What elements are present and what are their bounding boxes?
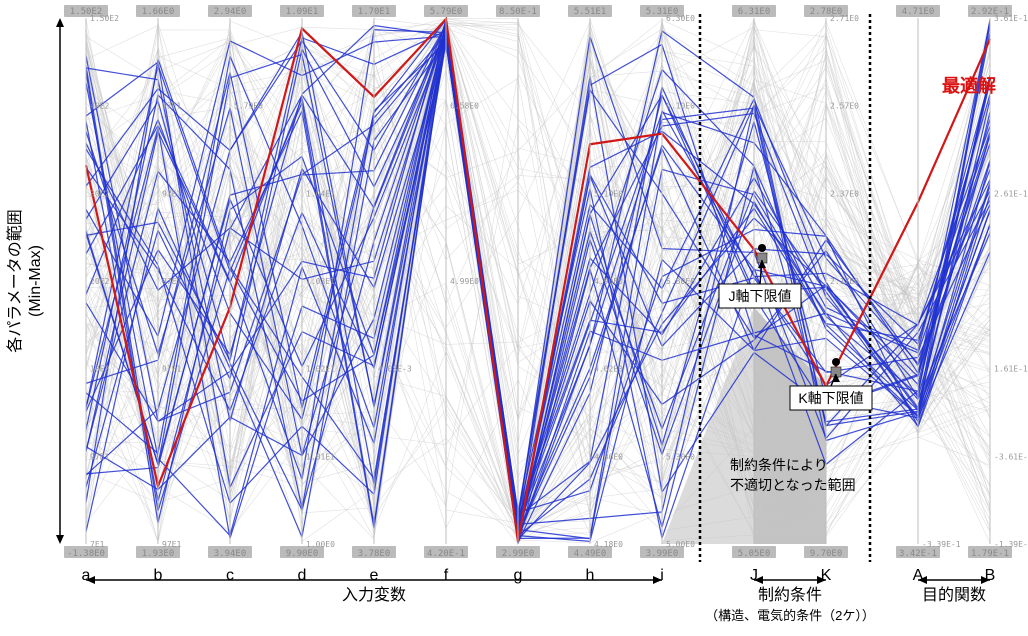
axis-tick-label: -3.61E-1 bbox=[994, 452, 1028, 461]
axis-letter-d: d bbox=[298, 567, 307, 584]
axis-bot-label: 4.20E-1 bbox=[427, 549, 465, 559]
axis-tick-label: 1.01E1 bbox=[306, 452, 335, 461]
axis-tick-label: 4.62E0 bbox=[594, 365, 623, 374]
axis-tick-label: 2.71E0 bbox=[830, 14, 859, 23]
axis-tick-label: 97E1 bbox=[162, 277, 181, 286]
axis-tick-label: 5.79E0 bbox=[234, 102, 263, 111]
group-sublabel: （構造、電気的条件（2ケ）） bbox=[705, 608, 875, 623]
axis-bot-label: 3.99E0 bbox=[646, 549, 679, 559]
axis-top-label: 8.50E-1 bbox=[499, 7, 537, 17]
axis-tick-label: 97E1 bbox=[162, 102, 181, 111]
axis-tick-label: 2.57E0 bbox=[830, 102, 859, 111]
axis-tick-label: 4.18E0 bbox=[594, 540, 623, 549]
constraint-note: 制約条件により bbox=[730, 457, 828, 473]
axis-tick-label: 2.17E0 bbox=[830, 277, 859, 286]
axis-top-label: 1.09E1 bbox=[286, 7, 319, 17]
axis-tick-label: 4.36E0 bbox=[594, 452, 623, 461]
axis-bot-label: 5.05E0 bbox=[738, 549, 771, 559]
axis-bot-label: 1.79E-1 bbox=[971, 549, 1009, 559]
axis-bot-label: 1.93E0 bbox=[142, 549, 175, 559]
axis-bot-label: 2.99E0 bbox=[502, 549, 535, 559]
axis-tick-label: 6.58E0 bbox=[450, 102, 479, 111]
axis-letter-f: f bbox=[444, 567, 449, 584]
axis-tick-label: 6.30E0 bbox=[666, 14, 695, 23]
axis-tick-label: -3.39E-1 bbox=[922, 540, 961, 549]
axis-letter-h: h bbox=[586, 567, 595, 584]
axis-tick-label: 1.02E1 bbox=[306, 365, 335, 374]
axis-top-label: 1.70E1 bbox=[358, 7, 391, 17]
axis-letter-i: i bbox=[660, 567, 664, 584]
axis-tick-label: 7E1 bbox=[90, 540, 105, 549]
axis-tick-label: 1.04E1 bbox=[306, 189, 335, 198]
parallel-coordinates-chart: 1.50E2-1.38E01.50E240E230E220E210E297E17… bbox=[0, 0, 1028, 636]
group-label: 目的関数 bbox=[922, 586, 986, 604]
callout-text: K軸下限値 bbox=[798, 390, 863, 406]
y-axis-label: 各パラメータの範囲 bbox=[6, 209, 24, 353]
axis-tick-label: 30E2 bbox=[90, 189, 109, 198]
axis-tick-label: -1.39E-1 bbox=[994, 540, 1028, 549]
axis-letter-a: a bbox=[82, 567, 91, 584]
axis-bot-label: 9.70E0 bbox=[810, 549, 843, 559]
axis-tick-label: 1.00E0 bbox=[306, 540, 335, 549]
optimal-label: 最適解 bbox=[942, 75, 996, 96]
axis-top-label: 1.66E0 bbox=[142, 7, 175, 17]
axis-tick-label: 97E1 bbox=[162, 189, 181, 198]
axis-tick-label: 1.03E1 bbox=[306, 277, 335, 286]
group-label: 制約条件 bbox=[758, 586, 822, 604]
axis-tick-label: 5.80E0 bbox=[666, 277, 695, 286]
axis-tick-label: 4.99E0 bbox=[450, 277, 479, 286]
axis-tick-label: 40E2 bbox=[90, 102, 109, 111]
axis-tick-label: 4.08E-3 bbox=[378, 365, 412, 374]
group-label: 入力変数 bbox=[342, 586, 406, 604]
y-axis-label: (Min-Max) bbox=[27, 245, 44, 317]
axis-top-label: 4.71E0 bbox=[902, 7, 935, 17]
axis-tick-label: 3.61E-1 bbox=[994, 14, 1028, 23]
axis-tick-label: 10E2 bbox=[90, 365, 109, 374]
axis-tick-label: 2.37E0 bbox=[830, 189, 859, 198]
callout-text: J軸下限値 bbox=[729, 288, 792, 304]
axis-tick-label: 97E1 bbox=[90, 452, 109, 461]
axis-tick-label: 5.30E0 bbox=[666, 452, 695, 461]
axis-bot-label: 3.78E0 bbox=[358, 549, 391, 559]
axis-letter-J: J bbox=[750, 567, 758, 584]
axis-bot-label: -1.38E0 bbox=[67, 549, 105, 559]
axis-tick-label: 20E2 bbox=[90, 277, 109, 286]
axis-bot-label: 4.49E0 bbox=[574, 549, 607, 559]
arrowhead-down bbox=[56, 535, 64, 544]
axis-letter-e: e bbox=[370, 567, 379, 584]
axis-top-label: 5.51E1 bbox=[574, 7, 607, 17]
axis-tick-label: 1.50E2 bbox=[90, 14, 119, 23]
axis-tick-label: 5.00E0 bbox=[666, 540, 695, 549]
axis-top-label: 2.94E0 bbox=[214, 7, 247, 17]
marker-dot bbox=[758, 244, 766, 252]
axis-tick-label: 97E1 bbox=[162, 365, 181, 374]
axis-bot-label: 9.90E0 bbox=[286, 549, 319, 559]
axis-top-label: 6.31E0 bbox=[738, 7, 771, 17]
axis-letter-b: b bbox=[154, 567, 163, 584]
axis-letter-c: c bbox=[226, 567, 234, 584]
axis-tick-label: 2.61E-1 bbox=[994, 189, 1028, 198]
axis-tick-label: 1.61E-1 bbox=[994, 365, 1028, 374]
axis-tick-label: 97E1 bbox=[162, 540, 181, 549]
axis-tick-label: 5.10E0 bbox=[594, 189, 623, 198]
axis-top-label: 5.79E0 bbox=[430, 7, 463, 17]
constraint-note: 不適切となった範囲 bbox=[730, 477, 856, 493]
axis-tick-label: 4.90E0 bbox=[594, 277, 623, 286]
arrowhead-up bbox=[56, 18, 64, 27]
axis-letter-g: g bbox=[514, 567, 523, 584]
axis-bot-label: 3.94E0 bbox=[214, 549, 247, 559]
marker-dot bbox=[832, 358, 840, 366]
axis-bot-label: 3.42E-1 bbox=[899, 549, 937, 559]
axis-tick-label: 6.10E0 bbox=[666, 102, 695, 111]
